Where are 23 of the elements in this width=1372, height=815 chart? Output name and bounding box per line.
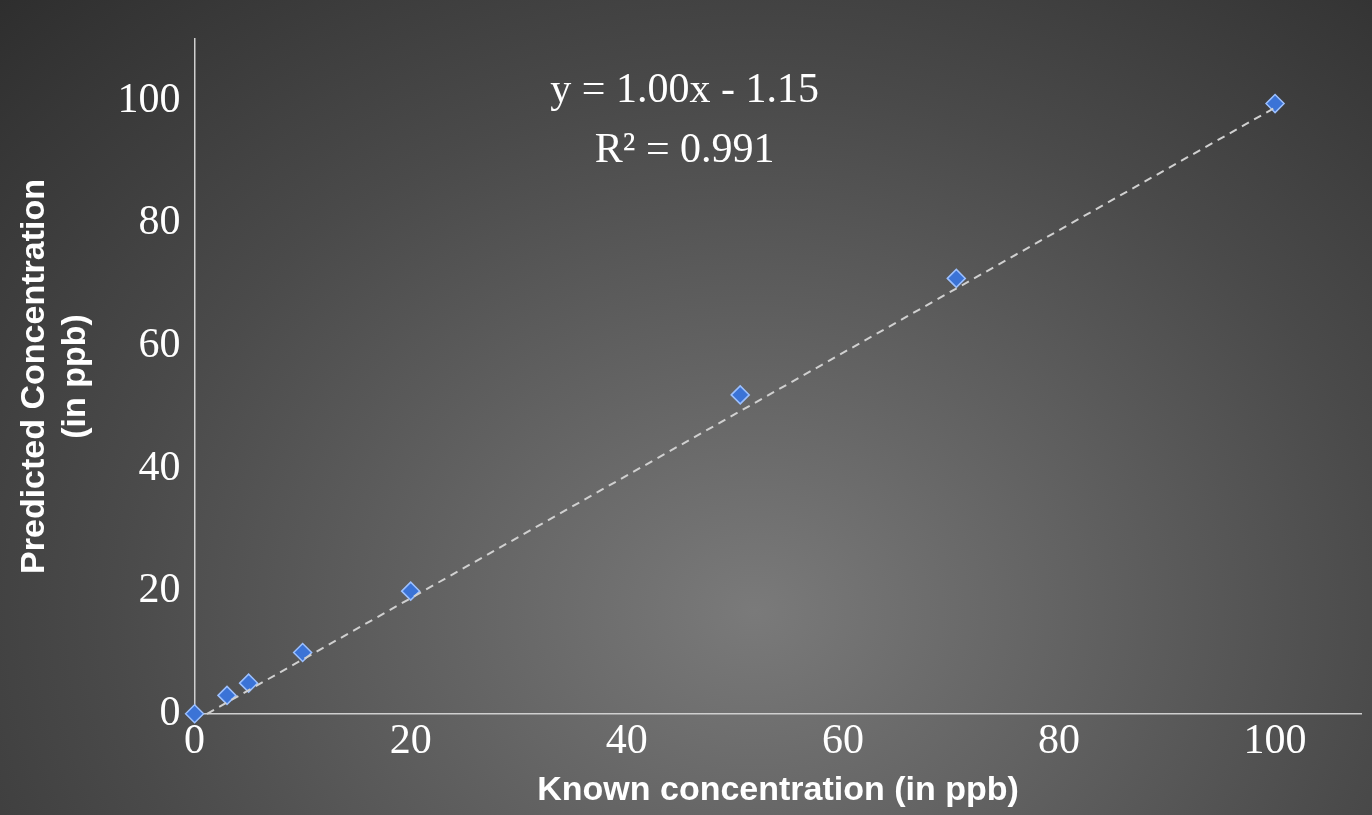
x-tick-label: 40 xyxy=(605,716,648,763)
x-tick-label: 100 xyxy=(1243,716,1307,763)
y-tick-label: 100 xyxy=(117,74,181,121)
x-tick-label: 80 xyxy=(1037,716,1080,763)
point xyxy=(730,385,750,405)
y-tick-label: 20 xyxy=(138,565,181,612)
x-axis-title: Known concentration (in ppb) xyxy=(537,768,1019,807)
point xyxy=(217,685,237,706)
point xyxy=(184,704,205,724)
y-tick-label: 80 xyxy=(138,197,181,244)
point xyxy=(1265,93,1285,114)
point xyxy=(292,642,313,663)
point xyxy=(238,673,259,693)
y-tick-label: 0 xyxy=(159,687,181,734)
point xyxy=(946,268,967,289)
y-tick-label: 60 xyxy=(138,319,181,366)
x-tick-label: 20 xyxy=(389,716,432,763)
y-tick-label: 40 xyxy=(138,442,181,489)
point xyxy=(400,581,421,601)
y-axis-title: Predicted Concentration (in ppb) xyxy=(12,179,92,574)
annotation: y = 1.00x - 1.15 xyxy=(550,65,820,112)
annotation: R² = 0.991 xyxy=(594,125,775,172)
x-tick-label: 60 xyxy=(821,716,864,763)
